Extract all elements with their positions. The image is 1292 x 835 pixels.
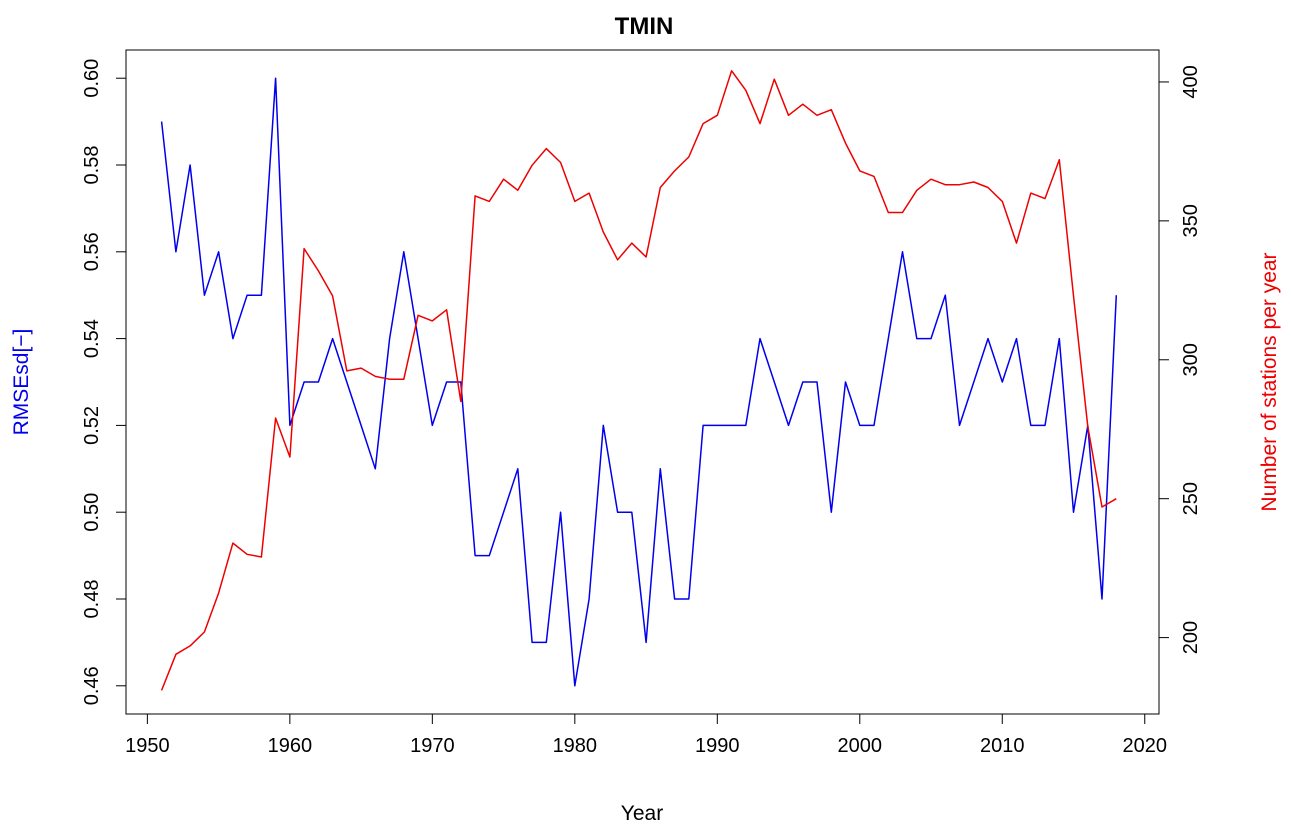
y-right-tick-label: 400: [1180, 65, 1202, 98]
y-left-tick-label: 0.54: [81, 319, 103, 358]
y-axis-left-label: RMSEsd[−]: [10, 329, 33, 436]
y-left-tick-label: 0.46: [81, 666, 103, 705]
x-tick-label: 2000: [838, 735, 883, 757]
x-axis: 1950 1960 1970 1980 1990 2000 2010 2020: [125, 713, 1168, 757]
chart-title: TMIN: [615, 13, 674, 40]
x-tick-label: 2010: [980, 735, 1025, 757]
x-tick-label: 1950: [125, 735, 170, 757]
y-right-tick-label: 250: [1180, 482, 1202, 515]
series-line-stations: [160, 70, 1117, 691]
y-left-tick-label: 0.56: [81, 232, 103, 271]
x-tick-label: 1970: [410, 735, 455, 757]
y-axis-right: 200 250 300 350 400: [1158, 65, 1202, 654]
x-tick-label: 1960: [268, 735, 313, 757]
y-axis-right-label: Number of stations per year: [1258, 252, 1281, 511]
x-axis-label: Year: [621, 802, 663, 825]
y-right-tick-label: 350: [1180, 204, 1202, 237]
series-layer: [160, 70, 1118, 691]
y-right-tick-label: 300: [1180, 343, 1202, 376]
y-left-tick-label: 0.60: [81, 59, 103, 98]
y-axis-left: 0.46 0.48 0.50 0.52 0.54 0.56 0.58 0.60: [81, 59, 127, 705]
y-right-tick-label: 200: [1180, 621, 1202, 654]
y-left-tick-label: 0.48: [81, 580, 103, 619]
y-left-tick-label: 0.58: [81, 146, 103, 185]
series-line-rmsesd: [160, 77, 1118, 687]
x-tick-label: 2020: [1123, 735, 1168, 757]
x-tick-label: 1990: [695, 735, 740, 757]
y-left-tick-label: 0.52: [81, 406, 103, 445]
y-left-tick-label: 0.50: [81, 493, 103, 532]
x-tick-label: 1980: [553, 735, 598, 757]
